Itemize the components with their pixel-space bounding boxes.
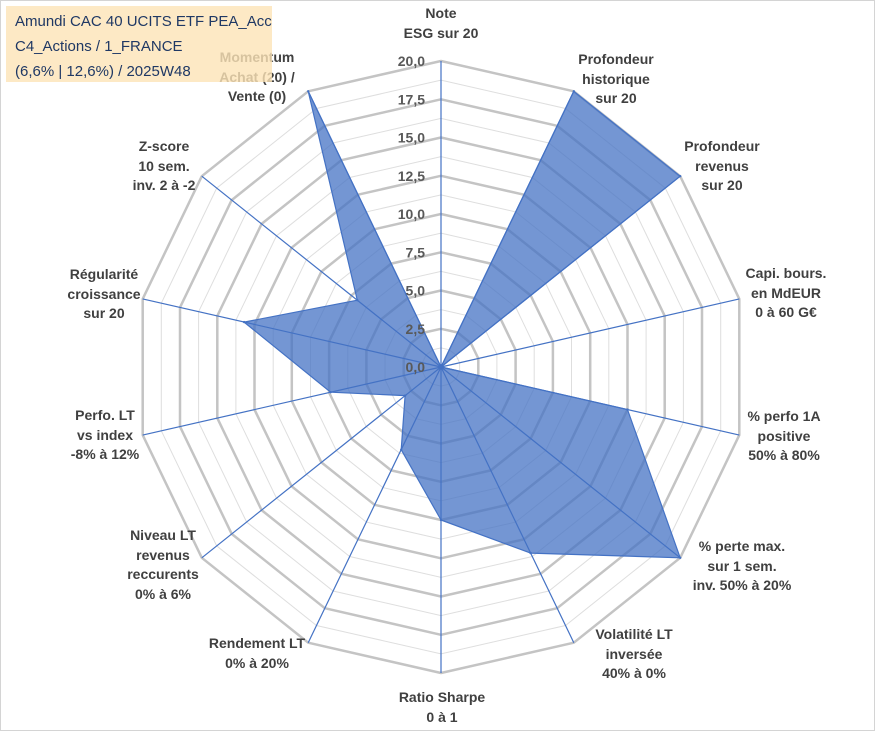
- axis-label-perfo-1a-positive: % perfo 1A positive 50% à 80%: [747, 408, 821, 463]
- data-point: [679, 175, 682, 178]
- axis-spoke: [142, 298, 442, 368]
- chart-subtitle-performance: (6,6% | 12,6%) / 2025W48: [15, 63, 191, 80]
- axis-label-rendement-lt: Rendement LT 0% à 20%: [208, 635, 306, 671]
- y-tick-label: 20,0: [398, 53, 425, 69]
- axis-spoke: [440, 366, 681, 559]
- chart-title-box: Amundi CAC 40 UCITS ETF PEA_Acc C4_Actio…: [6, 6, 272, 82]
- axis-label-perte-max: % perte max. sur 1 sem. inv. 50% à 20%: [692, 538, 792, 593]
- data-point: [626, 408, 629, 411]
- axis-label-z-score: Z-score 10 sem. inv. 2 à -2: [132, 138, 196, 193]
- axis-spoke: [201, 175, 442, 368]
- axis-spoke: [440, 366, 575, 643]
- axis-spokes: [142, 61, 740, 673]
- axis-spoke: [307, 91, 442, 368]
- chart-title: Amundi CAC 40 UCITS ETF PEA_Acc: [15, 13, 272, 30]
- y-tick-label: 10,0: [398, 206, 425, 222]
- y-tick-label: 2,5: [406, 321, 426, 337]
- axis-label-capi-bours: Capi. bours. en MdEUR 0 à 60 G€: [745, 265, 827, 320]
- data-point: [529, 551, 532, 555]
- y-tick-label: 12,5: [398, 168, 425, 184]
- data-points: [242, 90, 682, 559]
- axis-spoke: [440, 366, 740, 436]
- axis-spoke: [142, 366, 442, 436]
- axis-label-niveau-lt-revenus: Niveau LT revenus reccurents 0% à 6%: [127, 527, 199, 602]
- axis-label-perfo-lt-vs-index: Perfo. LT vs index -8% à 12%: [70, 407, 140, 462]
- y-tick-label: 5,0: [406, 283, 426, 299]
- data-point: [679, 556, 682, 559]
- chart-subtitle-category: C4_Actions / 1_FRANCE: [15, 38, 183, 55]
- axis-label-profondeur-revenus: Profondeur revenus sur 20: [684, 138, 760, 193]
- y-tick-label: 7,5: [406, 244, 426, 260]
- axis-spoke: [307, 366, 442, 643]
- axis-label-regularite-croissance: Régularité croissance sur 20: [67, 266, 141, 321]
- data-point: [356, 299, 359, 302]
- y-tick-labels: 0,0 2,5 5,0 7,5 10,0 12,5 15,0 17,5 20,0: [398, 53, 425, 375]
- y-tick-label: 15,0: [398, 130, 425, 146]
- axis-label-volatilite-lt: Volatilité LT inversée 40% à 0%: [595, 626, 673, 681]
- axis-label-profondeur-historique: Profondeur historique sur 20: [578, 51, 654, 106]
- data-point: [400, 448, 403, 451]
- axis-spoke: [201, 366, 442, 559]
- axis-spoke: [440, 175, 681, 368]
- data-point: [403, 394, 407, 397]
- axis-spoke: [440, 298, 740, 368]
- axis-spoke: [440, 91, 575, 368]
- data-point: [307, 90, 310, 93]
- data-point: [329, 391, 332, 394]
- axis-label-note-esg: Note ESG sur 20: [403, 5, 479, 41]
- y-tick-label: 0,0: [406, 359, 426, 375]
- data-point: [572, 90, 575, 93]
- axis-label-ratio-sharpe: Ratio Sharpe 0 à 1: [398, 689, 486, 725]
- y-tick-label: 17,5: [398, 91, 425, 107]
- data-point: [439, 518, 443, 522]
- data-point: [439, 365, 443, 369]
- data-point: [242, 320, 246, 324]
